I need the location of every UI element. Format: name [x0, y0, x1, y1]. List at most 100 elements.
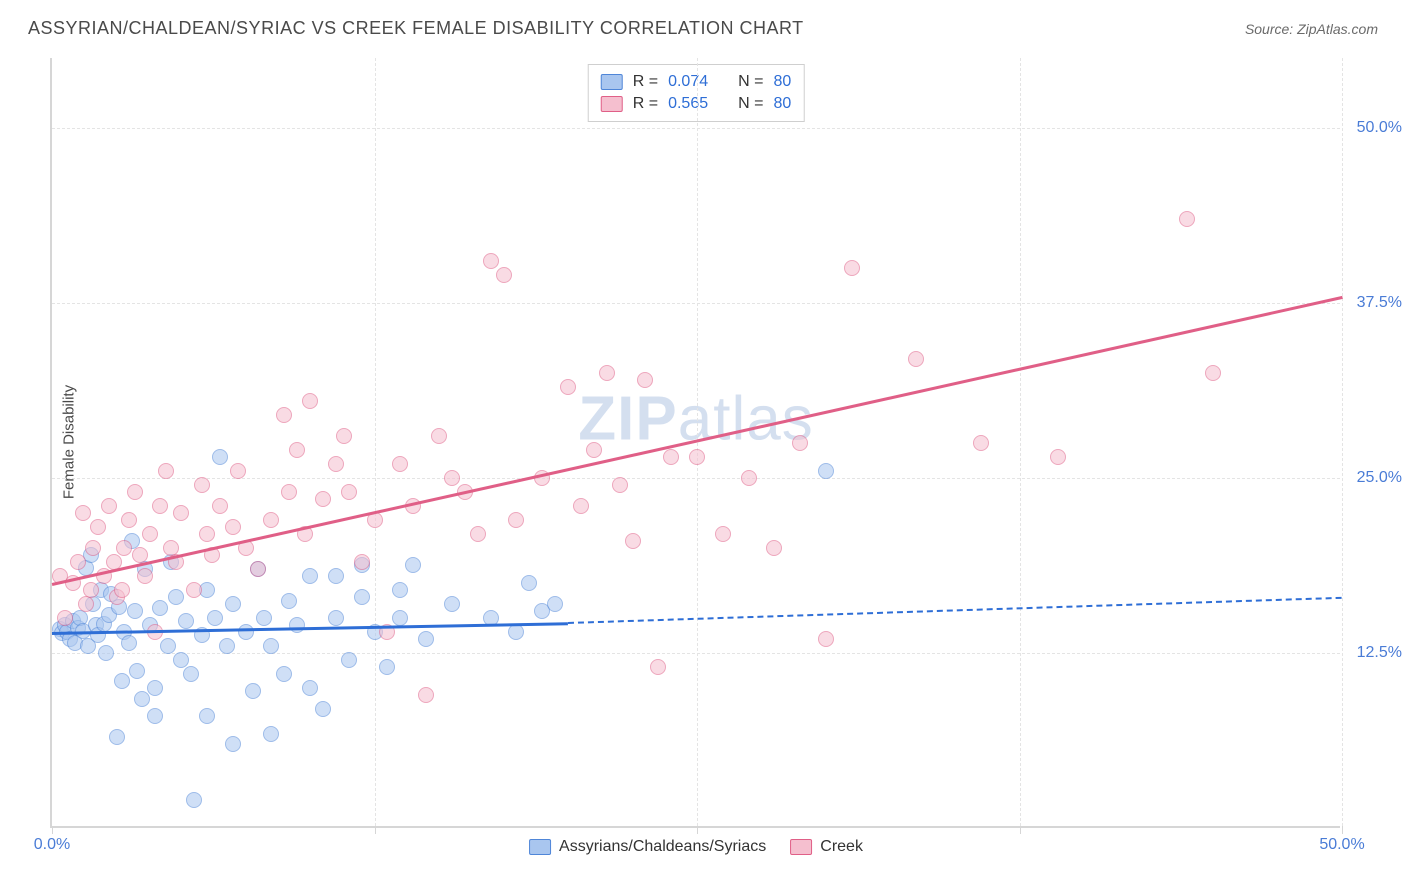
scatter-point [444, 470, 460, 486]
legend-r-label: R = [633, 73, 658, 91]
scatter-point [521, 575, 537, 591]
scatter-point [127, 484, 143, 500]
grid-line-h [52, 653, 1340, 654]
scatter-point [263, 638, 279, 654]
scatter-point [818, 631, 834, 647]
scatter-point [212, 498, 228, 514]
scatter-point [496, 267, 512, 283]
legend-series-item: Creek [790, 838, 863, 856]
scatter-point [599, 365, 615, 381]
chart-container: ZIPatlas Female Disability R =0.074N =80… [50, 58, 1340, 828]
y-tick-label: 25.0% [1357, 469, 1402, 487]
scatter-point [328, 456, 344, 472]
scatter-point [127, 603, 143, 619]
scatter-point [625, 533, 641, 549]
scatter-point [792, 435, 808, 451]
scatter-point [90, 519, 106, 535]
scatter-point [98, 645, 114, 661]
scatter-point [132, 547, 148, 563]
grid-line-v [375, 58, 376, 826]
scatter-point [109, 729, 125, 745]
scatter-point [152, 498, 168, 514]
scatter-point [341, 652, 357, 668]
scatter-point [766, 540, 782, 556]
scatter-point [444, 596, 460, 612]
scatter-point [114, 673, 130, 689]
scatter-point [315, 491, 331, 507]
legend-swatch [790, 839, 812, 855]
scatter-point [207, 610, 223, 626]
grid-line-h [52, 303, 1340, 304]
scatter-point [116, 540, 132, 556]
scatter-point [341, 484, 357, 500]
scatter-point [152, 600, 168, 616]
scatter-point [689, 449, 705, 465]
scatter-point [137, 568, 153, 584]
scatter-point [281, 593, 297, 609]
scatter-point [302, 568, 318, 584]
grid-line-v [1020, 58, 1021, 826]
scatter-point [194, 477, 210, 493]
x-tick-mark [1342, 826, 1343, 834]
legend-series: Assyrians/Chaldeans/SyriacsCreek [529, 838, 863, 856]
scatter-point [199, 708, 215, 724]
y-tick-label: 37.5% [1357, 294, 1402, 312]
trend-line-dashed [568, 597, 1342, 624]
scatter-point [147, 680, 163, 696]
legend-swatch [601, 96, 623, 112]
scatter-point [573, 498, 589, 514]
scatter-point [101, 498, 117, 514]
scatter-point [142, 526, 158, 542]
watermark: ZIPatlas [578, 383, 813, 454]
scatter-point [168, 589, 184, 605]
scatter-point [354, 554, 370, 570]
scatter-point [908, 351, 924, 367]
legend-n-label: N = [738, 73, 763, 91]
legend-r-value: 0.565 [668, 95, 708, 113]
grid-line-h [52, 128, 1340, 129]
scatter-point [219, 638, 235, 654]
legend-n-value: 80 [773, 95, 791, 113]
scatter-point [560, 379, 576, 395]
scatter-point [379, 659, 395, 675]
scatter-point [418, 687, 434, 703]
legend-correlation-row: R =0.074N =80 [601, 71, 792, 93]
legend-swatch [601, 74, 623, 90]
scatter-point [250, 561, 266, 577]
scatter-point [183, 666, 199, 682]
scatter-point [114, 582, 130, 598]
scatter-point [483, 253, 499, 269]
scatter-point [85, 540, 101, 556]
scatter-point [328, 610, 344, 626]
scatter-point [199, 526, 215, 542]
scatter-point [508, 512, 524, 528]
scatter-point [741, 470, 757, 486]
scatter-point [256, 610, 272, 626]
scatter-point [263, 726, 279, 742]
scatter-point [75, 505, 91, 521]
y-tick-label: 50.0% [1357, 119, 1402, 137]
scatter-point [508, 624, 524, 640]
scatter-point [263, 512, 279, 528]
scatter-point [83, 582, 99, 598]
y-axis-title: Female Disability [61, 385, 78, 499]
scatter-point [418, 631, 434, 647]
scatter-point [431, 428, 447, 444]
scatter-point [1205, 365, 1221, 381]
scatter-point [354, 589, 370, 605]
scatter-point [158, 463, 174, 479]
scatter-point [315, 701, 331, 717]
scatter-point [276, 407, 292, 423]
scatter-point [186, 582, 202, 598]
grid-line-h [52, 478, 1340, 479]
scatter-point [160, 638, 176, 654]
scatter-point [276, 666, 292, 682]
scatter-point [225, 519, 241, 535]
scatter-point [650, 659, 666, 675]
legend-swatch [529, 839, 551, 855]
scatter-point [470, 526, 486, 542]
chart-title: ASSYRIAN/CHALDEAN/SYRIAC VS CREEK FEMALE… [28, 18, 804, 39]
scatter-point [392, 456, 408, 472]
scatter-point [178, 613, 194, 629]
scatter-point [173, 652, 189, 668]
